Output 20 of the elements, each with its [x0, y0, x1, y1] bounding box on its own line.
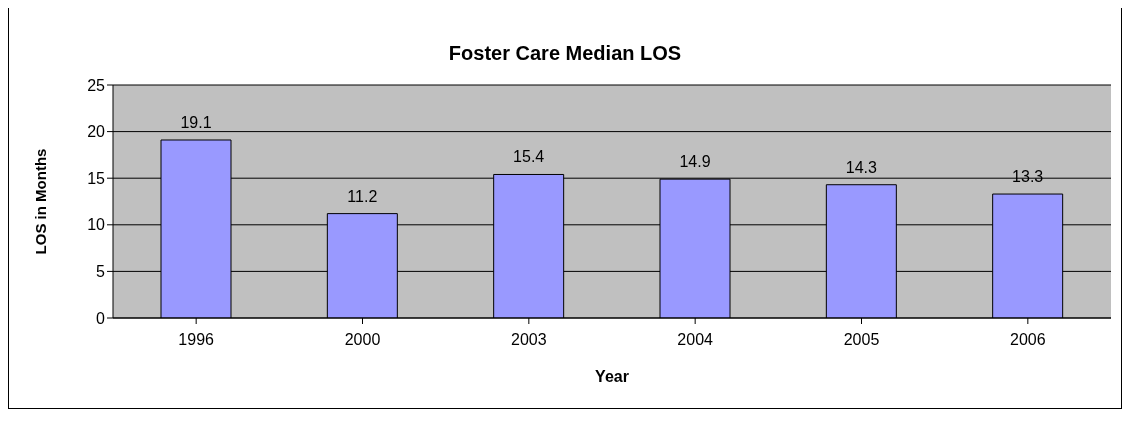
- data-label: 11.2: [347, 187, 378, 205]
- x-tick-label: 1996: [178, 331, 215, 349]
- y-tick-label: 15: [87, 169, 106, 187]
- x-tick-label: 2005: [843, 331, 880, 349]
- x-tick-label: 2006: [1010, 331, 1046, 349]
- data-label: 19.1: [180, 113, 212, 131]
- x-tick-label: 2000: [344, 331, 381, 349]
- y-tick-label: 20: [87, 123, 106, 141]
- x-tick-label: 2004: [677, 331, 714, 349]
- y-axis-title: LOS in Months: [32, 148, 50, 255]
- data-label: 15.4: [513, 148, 545, 166]
- data-label: 14.3: [845, 158, 878, 176]
- x-axis-title: Year: [595, 368, 629, 385]
- y-tick-label: 25: [87, 76, 106, 94]
- y-tick-label: 0: [96, 309, 106, 327]
- chart-title: Foster Care Median LOS: [447, 42, 683, 65]
- y-tick-label: 5: [96, 263, 106, 281]
- y-tick-label: 10: [87, 216, 106, 234]
- data-label: 14.9: [679, 153, 711, 171]
- x-tick-label: 2003: [511, 331, 547, 349]
